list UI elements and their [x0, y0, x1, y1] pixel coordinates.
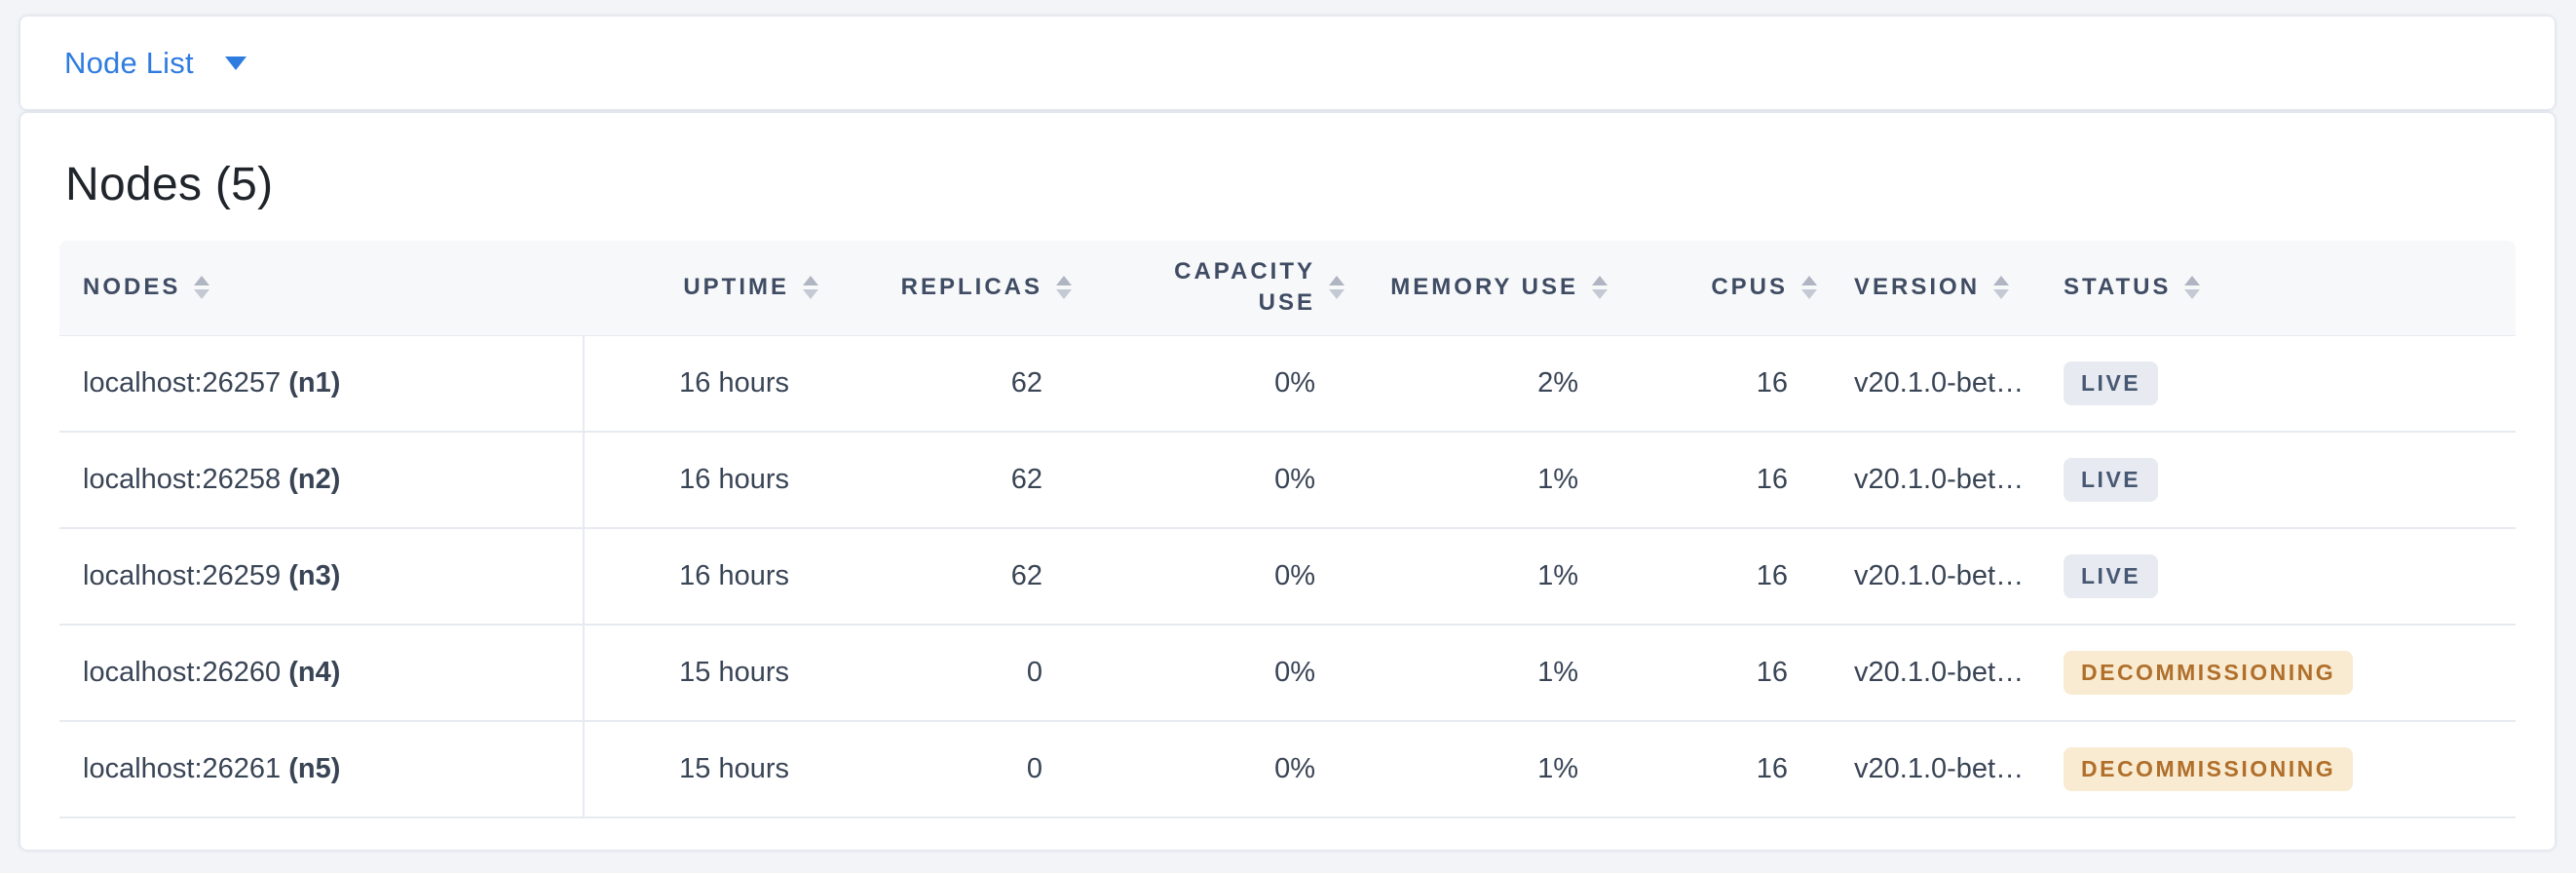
cell-cpus: 16 — [1613, 432, 1823, 529]
column-header-label: STATUS — [2064, 274, 2172, 301]
cell-capacity_use: 0% — [1078, 721, 1350, 818]
sort-icon — [1056, 276, 1072, 300]
cell-uptime: 16 hours — [584, 432, 824, 529]
cell-uptime: 15 hours — [584, 721, 824, 818]
cell-nodes: localhost:26261 (n5) — [59, 721, 585, 818]
table-row: localhost:26257 (n1) 16 hours 62 0% 2% 16 v20.… — [59, 335, 2516, 433]
cell-version: v20.1.0-bet… — [1823, 721, 2042, 818]
cell-status: LIVE — [2042, 335, 2516, 433]
sort-icon — [1592, 276, 1608, 300]
node-id: (n1) — [288, 366, 341, 399]
sort-icon — [803, 276, 818, 300]
cell-nodes: localhost:26259 (n3) — [59, 528, 585, 626]
column-header-label: NODES — [83, 274, 181, 301]
column-header-version[interactable]: VERSION — [1823, 241, 2042, 336]
cell-version: v20.1.0-bet… — [1823, 432, 2042, 529]
cell-capacity_use: 0% — [1078, 625, 1350, 722]
status-badge: DECOMMISSIONING — [2064, 651, 2354, 695]
column-header-nodes[interactable]: NODES — [59, 241, 584, 336]
cell-uptime: 16 hours — [584, 528, 824, 626]
header-row: NODES UPTIME REPLICAS CAPACITY USE MEMORY US… — [59, 241, 2516, 336]
sort-icon — [1993, 276, 2010, 300]
sort-icon — [194, 276, 210, 300]
caret-down-icon — [224, 56, 246, 70]
column-header-label: CPUS — [1711, 274, 1788, 301]
cell-capacity_use: 0% — [1078, 528, 1350, 626]
column-header-cpus[interactable]: CPUS — [1613, 241, 1823, 336]
topbar: Node List — [19, 16, 2556, 110]
nodes-table: NODES UPTIME REPLICAS CAPACITY USE MEMORY US… — [59, 241, 2516, 818]
cell-cpus: 16 — [1613, 625, 1823, 722]
node-address: localhost:26260 — [83, 657, 289, 688]
status-badge: LIVE — [2064, 458, 2159, 502]
column-header-label: CAPACITY USE — [1174, 257, 1315, 317]
node-address: localhost:26257 — [83, 366, 289, 399]
status-badge: LIVE — [2064, 554, 2159, 598]
column-header-replicas[interactable]: REPLICAS — [824, 241, 1078, 336]
cell-status: LIVE — [2042, 528, 2516, 626]
column-header-memory_use[interactable]: MEMORY USE — [1350, 241, 1613, 336]
cell-version: v20.1.0-bet… — [1823, 335, 2042, 433]
cell-cpus: 16 — [1613, 335, 1823, 433]
cell-memory_use: 2% — [1350, 335, 1613, 433]
cell-status: LIVE — [2042, 432, 2516, 529]
cell-status: DECOMMISSIONING — [2042, 625, 2516, 722]
cell-nodes: localhost:26257 (n1) — [59, 335, 585, 433]
view-dropdown[interactable]: Node List — [64, 46, 246, 81]
column-header-label: REPLICAS — [900, 274, 1042, 301]
column-header-uptime[interactable]: UPTIME — [584, 241, 824, 336]
node-id: (n3) — [288, 560, 341, 591]
cell-replicas: 62 — [824, 432, 1078, 529]
page-title: Nodes (5) — [65, 159, 274, 210]
cell-replicas: 62 — [824, 335, 1078, 433]
column-header-label: UPTIME — [683, 274, 789, 301]
table-row: localhost:26258 (n2) 16 hours 62 0% 1% 16 v20.… — [59, 432, 2516, 529]
node-id: (n4) — [288, 657, 341, 688]
cell-memory_use: 1% — [1350, 721, 1613, 818]
table-row: localhost:26259 (n3) 16 hours 62 0% 1% 16 v20.… — [59, 528, 2516, 626]
cell-uptime: 16 hours — [584, 335, 824, 433]
cell-cpus: 16 — [1613, 721, 1823, 818]
cell-replicas: 62 — [824, 528, 1078, 626]
table-row: localhost:26261 (n5) 15 hours 0 0% 1% 16 v20.1… — [59, 721, 2516, 818]
column-header-label: MEMORY USE — [1390, 274, 1578, 301]
status-badge: DECOMMISSIONING — [2064, 747, 2354, 791]
cell-cpus: 16 — [1613, 528, 1823, 626]
cell-uptime: 15 hours — [584, 625, 824, 722]
main-card: Nodes (5) NODES UPTIME REPLICAS CAPACITY US… — [19, 112, 2556, 851]
column-header-status[interactable]: STATUS — [2042, 241, 2516, 336]
node-address: localhost:26258 — [83, 464, 289, 495]
table-body: localhost:26257 (n1) 16 hours 62 0% 2% 16 v20.… — [59, 335, 2516, 818]
cell-memory_use: 1% — [1350, 432, 1613, 529]
table-row: localhost:26260 (n4) 15 hours 0 0% 1% 16 v20.1… — [59, 625, 2516, 722]
cell-capacity_use: 0% — [1078, 335, 1350, 433]
node-address: localhost:26259 — [83, 560, 289, 591]
node-address: localhost:26261 — [83, 753, 289, 784]
cell-replicas: 0 — [824, 625, 1078, 722]
sort-icon — [1329, 276, 1345, 300]
cell-version: v20.1.0-bet… — [1823, 528, 2042, 626]
cell-nodes: localhost:26258 (n2) — [59, 432, 585, 529]
node-id: (n2) — [288, 464, 341, 495]
cell-memory_use: 1% — [1350, 625, 1613, 722]
node-id: (n5) — [288, 753, 341, 784]
cell-version: v20.1.0-bet… — [1823, 625, 2042, 722]
status-badge: LIVE — [2064, 361, 2159, 405]
cell-nodes: localhost:26260 (n4) — [59, 625, 585, 722]
column-header-capacity_use[interactable]: CAPACITY USE — [1078, 241, 1350, 336]
cell-status: DECOMMISSIONING — [2042, 721, 2516, 818]
sort-icon — [2184, 276, 2201, 300]
column-header-label: VERSION — [1854, 274, 1981, 301]
view-dropdown-label: Node List — [64, 45, 194, 80]
cell-replicas: 0 — [824, 721, 1078, 818]
sort-icon — [1801, 276, 1817, 300]
cell-memory_use: 1% — [1350, 528, 1613, 626]
cell-capacity_use: 0% — [1078, 432, 1350, 529]
